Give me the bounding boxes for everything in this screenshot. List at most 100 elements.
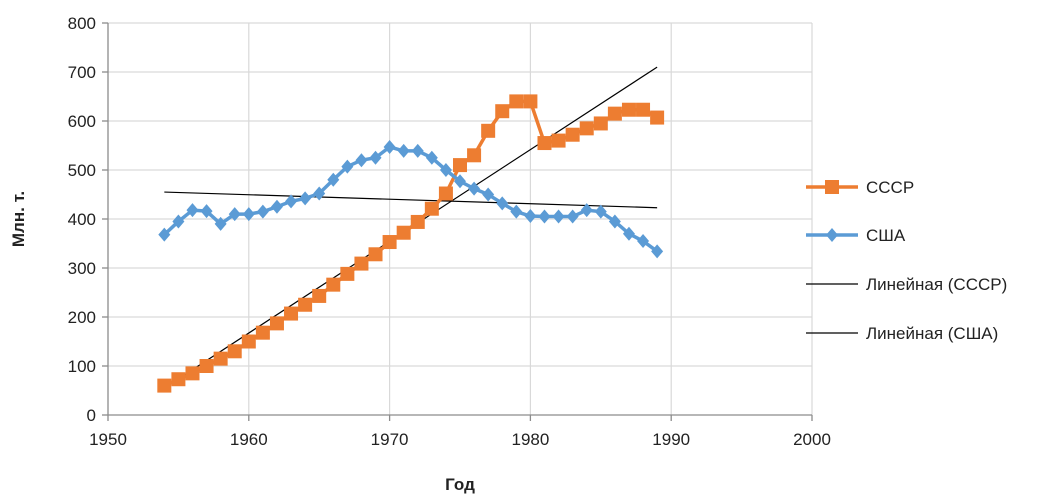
data-point: [172, 214, 185, 229]
data-point: [228, 207, 241, 222]
y-tick-label: 300: [68, 259, 96, 278]
legend-marker-0: [825, 180, 839, 194]
data-point: [214, 216, 227, 231]
data-point: [284, 306, 299, 321]
legend-trend-label-0: Линейная (СССР): [866, 275, 1007, 294]
data-point: [524, 209, 537, 224]
data-point: [607, 106, 622, 121]
data-point: [467, 148, 482, 163]
data-point: [621, 102, 636, 117]
x-tick-label: 2000: [793, 430, 831, 449]
y-tick-label: 100: [68, 357, 96, 376]
data-point: [453, 158, 467, 173]
y-tick-label: 400: [68, 210, 96, 229]
x-tick-label: 1990: [652, 430, 690, 449]
data-point: [650, 110, 665, 125]
tick-labels: 0 100 200 300 400 500 600 700 800 1950 1960 1970 198…: [68, 14, 831, 449]
data-point: [411, 143, 424, 158]
data-point: [410, 214, 425, 229]
legend-label-0: СССР: [866, 178, 914, 197]
data-point: [256, 204, 269, 219]
data-point: [269, 316, 284, 331]
series-line-1: [163, 145, 659, 253]
y-tick-label: 500: [68, 161, 96, 180]
data-point: [608, 214, 621, 229]
data-point: [355, 153, 368, 168]
data-point: [397, 143, 410, 158]
legend-trend-label-1: Линейная (США): [866, 324, 998, 343]
data-point: [368, 247, 383, 262]
data-point: [299, 191, 312, 206]
data-point: [354, 256, 369, 271]
data-point: [637, 234, 650, 249]
data-point: [622, 226, 635, 241]
series-group: [157, 94, 665, 393]
data-point: [186, 203, 199, 218]
data-point: [454, 174, 466, 189]
data-point: [482, 187, 495, 202]
data-point: [326, 277, 341, 292]
y-tick-label: 800: [68, 14, 96, 33]
data-point: [158, 227, 171, 242]
data-point: [496, 196, 509, 211]
data-point: [285, 194, 298, 209]
trendline-1: [164, 191, 658, 209]
y-tick-label: 600: [68, 112, 96, 131]
data-point: [242, 207, 255, 222]
legend: СССР США Линейная (СССР) Линейная (США): [806, 178, 1007, 343]
data-point: [171, 372, 186, 387]
data-point: [468, 181, 481, 196]
data-point: [509, 94, 524, 109]
data-point: [593, 116, 608, 131]
x-axis-title: Год: [445, 475, 475, 494]
series-line-0: [163, 99, 658, 388]
data-point: [213, 351, 228, 366]
data-point: [565, 127, 580, 142]
x-tick-label: 1970: [371, 430, 409, 449]
data-point: [551, 133, 566, 148]
data-point: [510, 204, 523, 219]
data-point: [298, 297, 313, 312]
data-point: [481, 123, 496, 138]
data-point: [438, 186, 453, 201]
data-point: [537, 136, 552, 151]
data-point: [424, 201, 439, 216]
data-point: [200, 204, 213, 219]
data-point: [312, 288, 327, 303]
data-point: [495, 104, 510, 119]
x-tick-label: 1950: [89, 430, 127, 449]
data-point: [523, 94, 538, 109]
y-tick-label: 0: [87, 406, 96, 425]
data-point: [313, 186, 326, 201]
data-point: [538, 209, 551, 224]
y-axis-title: Млн. т.: [9, 191, 28, 247]
data-point: [396, 225, 411, 240]
data-point: [552, 209, 565, 224]
data-point: [439, 163, 452, 177]
data-point: [594, 204, 607, 219]
legend-label-1: США: [866, 226, 906, 245]
data-point: [157, 378, 172, 393]
x-tick-label: 1980: [511, 430, 549, 449]
data-point: [636, 102, 651, 117]
data-point: [341, 159, 354, 174]
data-point: [327, 172, 340, 187]
data-point: [185, 366, 200, 381]
y-tick-label: 700: [68, 63, 96, 82]
data-point: [383, 139, 396, 154]
data-point: [227, 344, 242, 359]
data-point: [241, 334, 256, 349]
x-tick-label: 1960: [230, 430, 268, 449]
data-point: [382, 235, 397, 250]
data-point: [340, 266, 355, 281]
data-point: [199, 359, 214, 373]
data-point: [651, 244, 664, 259]
data-point: [270, 199, 283, 214]
legend-marker-1: [826, 228, 838, 242]
data-point: [425, 150, 438, 165]
data-point: [369, 150, 382, 165]
axes: [102, 22, 813, 421]
data-point: [579, 121, 594, 136]
data-point: [580, 203, 593, 218]
